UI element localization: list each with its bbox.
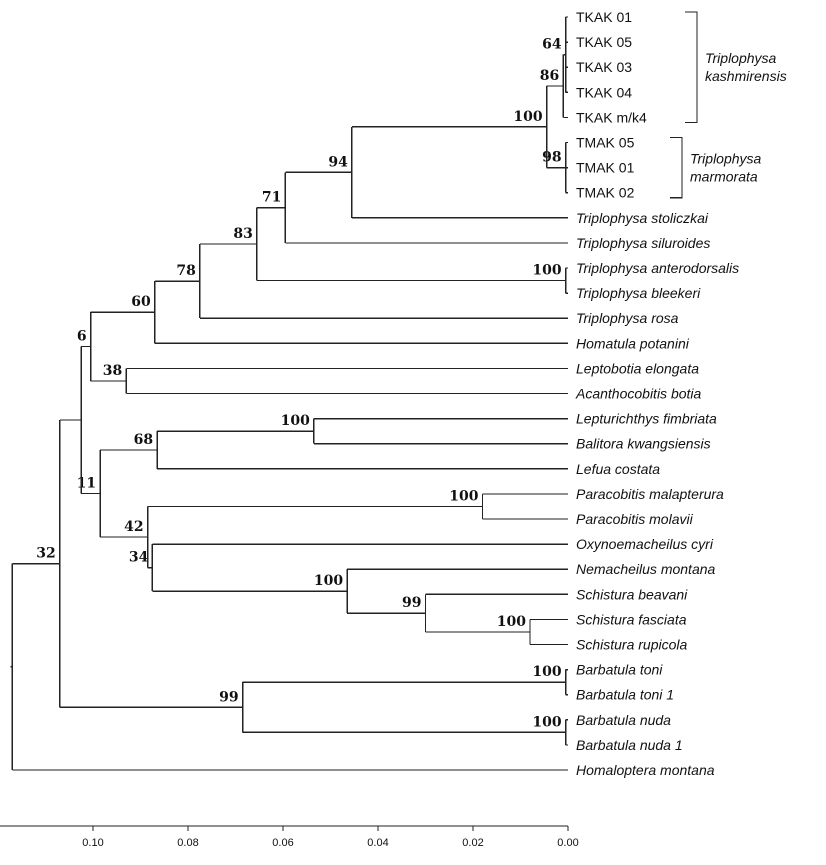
taxon-label: Triplophysa stoliczkai bbox=[576, 210, 709, 226]
axis-tick-label: 0.00 bbox=[557, 837, 578, 849]
taxon-label: Schistura rupicola bbox=[576, 637, 687, 653]
support-value: 100 bbox=[281, 413, 310, 429]
support-value: 86 bbox=[540, 68, 559, 84]
taxon-label: Oxynoemacheilus cyri bbox=[576, 536, 714, 552]
taxon-label: Triplophysa rosa bbox=[576, 310, 679, 326]
taxon-label: Lefua costata bbox=[576, 461, 660, 477]
support-value: 100 bbox=[497, 614, 526, 630]
taxon-label: TMAK 02 bbox=[576, 185, 635, 201]
axis-tick-label: 0.06 bbox=[272, 837, 293, 849]
clade-name: Triplophysa bbox=[690, 151, 762, 167]
taxon-label: TKAK 04 bbox=[576, 84, 632, 100]
taxon-label: TKAK 01 bbox=[576, 9, 632, 25]
taxon-label: Schistura beavani bbox=[576, 586, 688, 602]
taxon-label: TKAK 05 bbox=[576, 34, 632, 50]
taxon-label: Lepturichthys fimbriata bbox=[576, 411, 717, 427]
support-value: 64 bbox=[542, 37, 562, 53]
taxon-label: Schistura fasciata bbox=[576, 611, 687, 627]
support-value: 11 bbox=[77, 476, 96, 492]
clade-name: Triplophysa bbox=[705, 50, 777, 66]
clade-bracket bbox=[685, 11, 698, 124]
support-value: 94 bbox=[328, 154, 348, 170]
support-value: 78 bbox=[176, 263, 195, 279]
support-value: 100 bbox=[449, 488, 478, 504]
taxon-label: TMAK 05 bbox=[576, 135, 635, 151]
support-value: 34 bbox=[129, 550, 149, 566]
axis-tick-label: 0.04 bbox=[367, 837, 388, 849]
support-value: 68 bbox=[134, 432, 153, 448]
support-value: 71 bbox=[262, 190, 281, 206]
clade-name: kashmirensis bbox=[705, 68, 787, 84]
taxon-label: Barbatula toni 1 bbox=[576, 687, 674, 703]
support-value: 83 bbox=[233, 226, 252, 242]
taxon-label: Barbatula toni bbox=[576, 662, 663, 678]
taxon-label: Balitora kwangsiensis bbox=[576, 436, 711, 452]
support-value: 38 bbox=[103, 363, 122, 379]
taxon-label: Homatula potanini bbox=[576, 335, 690, 351]
support-value: 42 bbox=[124, 519, 143, 535]
taxon-label: Barbatula nuda bbox=[576, 712, 671, 728]
taxon-label: Nemacheilus montana bbox=[576, 561, 716, 577]
support-value: 60 bbox=[131, 294, 151, 310]
taxon-label: Paracobitis malapterura bbox=[576, 486, 724, 502]
taxon-label: TKAK m/k4 bbox=[576, 109, 647, 125]
taxon-label: Paracobitis molavii bbox=[576, 511, 694, 527]
taxon-label: Triplophysa bleekeri bbox=[576, 285, 701, 301]
support-value: 99 bbox=[402, 595, 421, 611]
clade-name: marmorata bbox=[690, 169, 758, 185]
taxon-label: Barbatula nuda 1 bbox=[576, 737, 683, 753]
support-value: 32 bbox=[36, 546, 55, 562]
support-value: 99 bbox=[219, 689, 238, 705]
taxon-label: Triplophysa anterodorsalis bbox=[576, 260, 739, 276]
support-value: 100 bbox=[314, 573, 343, 589]
taxon-label: Triplophysa siluroides bbox=[576, 235, 710, 251]
taxon-label: TMAK 01 bbox=[576, 160, 635, 176]
taxon-label: Leptobotia elongata bbox=[576, 360, 699, 376]
taxon-label: Homaloptera montana bbox=[576, 762, 715, 778]
support-value: 100 bbox=[532, 263, 561, 279]
axis-tick-label: 0.10 bbox=[82, 837, 103, 849]
clade-bracket bbox=[670, 136, 683, 199]
support-value: 98 bbox=[542, 150, 561, 166]
support-value: 100 bbox=[513, 109, 542, 125]
axis-tick-label: 0.02 bbox=[462, 837, 483, 849]
taxon-label: Acanthocobitis botia bbox=[575, 386, 702, 402]
axis-tick-label: 0.08 bbox=[177, 837, 198, 849]
taxon-label: TKAK 03 bbox=[576, 59, 632, 75]
support-value: 6 bbox=[77, 329, 87, 345]
support-value: 100 bbox=[532, 664, 561, 680]
support-value: 100 bbox=[532, 714, 561, 730]
